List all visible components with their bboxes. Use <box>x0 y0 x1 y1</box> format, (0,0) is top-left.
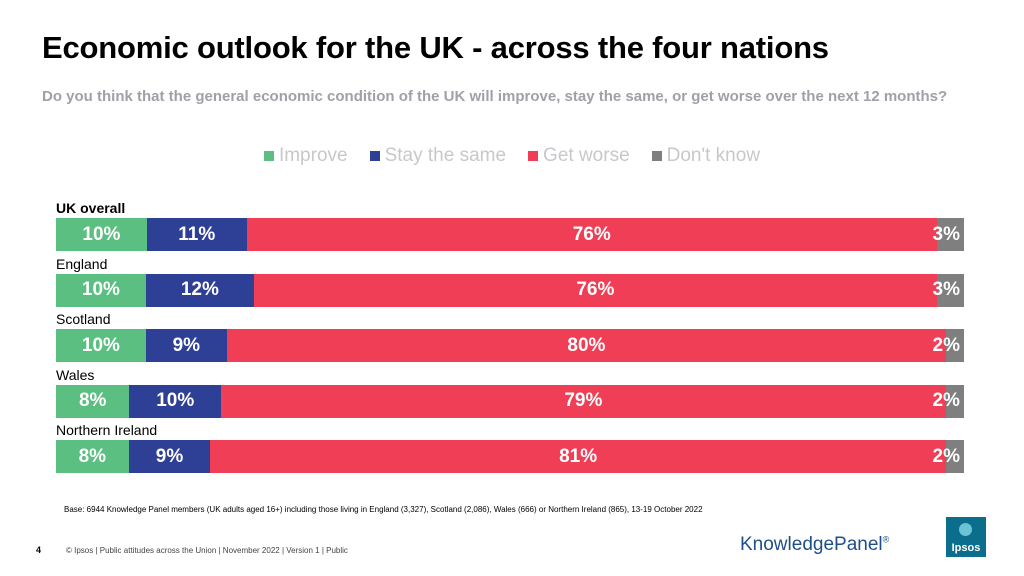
bar-segment-stay-the-same: 12% <box>145 273 254 307</box>
bar-segment-dont-know: 2% <box>933 329 964 362</box>
data-label: 9% <box>172 334 201 356</box>
legend-label-stay-the-same: Stay the same <box>384 145 507 166</box>
question-subtitle: Do you think that the general economic c… <box>42 88 948 105</box>
data-label: 76% <box>572 223 611 245</box>
bar-segment-dont-know: 3% <box>933 273 964 307</box>
data-label: 76% <box>576 279 615 300</box>
bar-segment-stay-the-same: 11% <box>146 218 247 251</box>
legend-label-get-worse: Get worse <box>543 145 630 166</box>
data-label: 3% <box>932 223 960 245</box>
bar-row: 10% 9% 80% 2% <box>56 329 964 362</box>
bar-segment-improve: 10% <box>56 218 147 251</box>
bar-segment-dont-know: 3% <box>933 218 964 251</box>
data-label: 10% <box>156 390 195 411</box>
legend-swatch-get-worse <box>528 151 539 161</box>
bar-segment-get-worse: 81% <box>210 440 946 473</box>
legend-label-dont-know: Don't know <box>666 145 761 166</box>
row-label: Scotland <box>56 311 111 327</box>
knowledgepanel-logo: KnowledgePanel® <box>740 534 889 556</box>
page-title: Economic outlook for the UK - across the… <box>42 30 829 65</box>
data-label: 12% <box>180 279 219 300</box>
bar-segment-get-worse: 76% <box>253 273 937 307</box>
bar-row: 8% 10% 79% 2% <box>56 384 964 418</box>
data-label: 2% <box>932 445 960 467</box>
footer-text: © Ipsos | Public attitudes across the Un… <box>66 546 348 555</box>
legend-item-stay-the-same: Stay the same <box>369 145 507 167</box>
legend-swatch-improve <box>263 151 274 161</box>
legend-item-improve: Improve <box>263 145 348 167</box>
data-label: 9% <box>155 445 184 467</box>
bar-row: 10% 11% 76% 3% <box>56 218 964 251</box>
bar-segment-dont-know: 2% <box>933 440 964 473</box>
ipsos-logo-dot <box>959 523 972 536</box>
knowledgepanel-logo-text: KnowledgePanel <box>740 534 883 555</box>
data-label: 80% <box>567 334 606 356</box>
bar-segment-get-worse: 76% <box>246 218 937 251</box>
data-label: 8% <box>78 390 107 411</box>
bar-segment-get-worse: 79% <box>221 384 946 418</box>
chart-legend: Improve Stay the same Get worse Don't kn… <box>0 145 1024 167</box>
legend-item-dont-know: Don't know <box>651 145 761 167</box>
data-label: 11% <box>178 223 216 245</box>
data-label: 8% <box>78 445 107 467</box>
row-label: Northern Ireland <box>56 422 158 438</box>
data-label: 10% <box>81 279 120 300</box>
ipsos-logo: Ipsos <box>946 517 986 557</box>
base-note: Base: 6944 Knowledge Panel members (UK a… <box>64 505 703 514</box>
ipsos-logo-text: Ipsos <box>951 542 981 554</box>
row-label: England <box>56 255 108 272</box>
bar-row: 8% 9% 81% 2% <box>56 440 964 473</box>
legend-label-improve: Improve <box>278 145 348 166</box>
registered-mark: ® <box>882 534 890 545</box>
bar-segment-dont-know: 2% <box>932 384 964 418</box>
legend-swatch-dont-know <box>651 151 662 161</box>
data-label: 2% <box>932 390 960 411</box>
bar-segment-improve: 8% <box>56 440 129 473</box>
page-number: 4 <box>36 545 42 555</box>
bar-segment-improve: 10% <box>56 273 146 307</box>
bar-segment-get-worse: 80% <box>226 329 946 362</box>
data-label: 10% <box>82 223 121 245</box>
bar-segment-stay-the-same: 9% <box>128 440 211 473</box>
data-label: 3% <box>932 279 960 300</box>
bar-segment-improve: 8% <box>56 384 130 418</box>
bar-segment-stay-the-same: 10% <box>129 384 222 418</box>
data-label: 79% <box>564 390 603 411</box>
legend-swatch-stay-the-same <box>369 151 380 161</box>
data-label: 10% <box>81 334 120 356</box>
row-label: UK overall <box>56 200 126 216</box>
row-label: Wales <box>56 366 95 383</box>
bar-row: 10% 12% 76% 3% <box>56 273 964 307</box>
data-label: 2% <box>932 334 960 356</box>
bar-segment-stay-the-same: 9% <box>145 329 227 362</box>
legend-item-get-worse: Get worse <box>528 145 630 167</box>
bar-segment-improve: 10% <box>56 329 146 362</box>
data-label: 81% <box>559 445 598 467</box>
